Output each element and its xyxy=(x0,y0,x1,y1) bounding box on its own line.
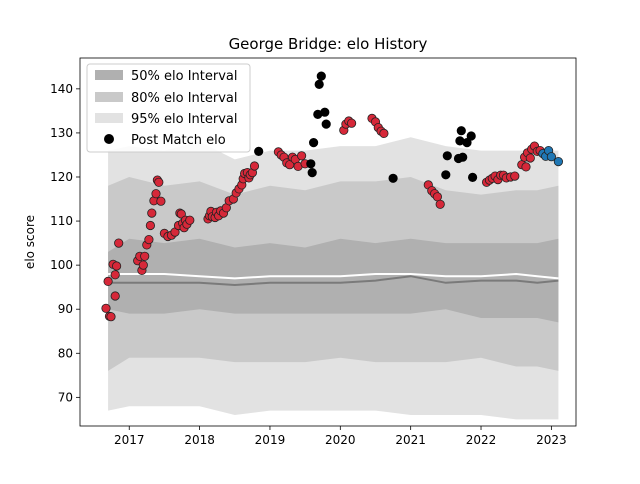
data-point xyxy=(147,208,157,218)
data-point xyxy=(525,153,535,163)
data-point xyxy=(458,152,468,162)
data-point xyxy=(388,173,398,183)
median-line xyxy=(108,275,559,287)
data-point xyxy=(254,146,264,156)
data-point xyxy=(320,107,330,117)
data-point xyxy=(101,303,111,313)
y-tick-label: 80 xyxy=(58,346,73,360)
legend-swatch-95 xyxy=(95,113,123,123)
data-point xyxy=(314,79,324,90)
data-point xyxy=(321,119,331,129)
data-point xyxy=(466,131,476,141)
y-tick-label: 70 xyxy=(58,390,73,404)
y-tick-label: 130 xyxy=(50,126,73,140)
x-tick-label: 2023 xyxy=(536,433,567,447)
data-point xyxy=(110,270,120,280)
plot-area xyxy=(101,71,564,420)
data-point xyxy=(144,235,154,245)
y-tick-label: 110 xyxy=(50,214,73,228)
data-point xyxy=(308,138,319,148)
x-tick-label: 2017 xyxy=(114,433,145,447)
y-tick-label: 100 xyxy=(50,258,73,272)
data-point xyxy=(103,276,113,286)
data-point xyxy=(462,138,472,148)
legend-swatch-50 xyxy=(95,70,123,80)
x-tick-label: 2018 xyxy=(184,433,215,447)
data-point xyxy=(114,238,124,248)
data-point xyxy=(442,151,452,161)
data-point xyxy=(176,209,186,219)
data-point xyxy=(521,162,531,172)
y-tick-label: 120 xyxy=(50,170,73,184)
data-point xyxy=(316,71,326,81)
x-tick-label: 2021 xyxy=(395,433,426,447)
legend-label-80: 80% elo Interval xyxy=(131,91,238,106)
data-point xyxy=(346,118,357,128)
data-point xyxy=(151,189,161,199)
axes-frame xyxy=(79,57,577,427)
data-point xyxy=(553,157,564,167)
band-50-interval xyxy=(108,238,559,323)
x-tick-label: 2022 xyxy=(466,433,497,447)
x-tick-label: 2020 xyxy=(325,433,356,447)
legend-marker-post-match xyxy=(104,134,114,144)
chart-title: George Bridge: elo History xyxy=(229,35,428,53)
data-point xyxy=(249,161,260,171)
data-point xyxy=(140,251,150,261)
data-point xyxy=(456,126,466,136)
data-point xyxy=(106,312,116,322)
data-point xyxy=(379,128,389,138)
y-tick-label: 140 xyxy=(50,82,73,96)
data-point xyxy=(435,199,445,209)
legend-swatch-80 xyxy=(95,92,123,102)
data-point xyxy=(156,196,166,206)
y-axis-label: elo score xyxy=(23,215,37,269)
data-point xyxy=(112,261,122,271)
legend-label-post-match: Post Match elo xyxy=(131,133,226,148)
data-point xyxy=(546,152,557,162)
data-point xyxy=(138,260,148,270)
data-point xyxy=(441,170,451,180)
x-tick-label: 2019 xyxy=(255,433,286,447)
axis-ticks: 2017 2018 2019 2020 2021 2022 2023 70 80 90 100 110… xyxy=(50,82,567,447)
legend-label-95: 95% elo Interval xyxy=(131,112,238,127)
data-point xyxy=(110,291,120,301)
legend-label-50: 50% elo Interval xyxy=(131,69,238,84)
data-point xyxy=(145,220,155,231)
data-point xyxy=(306,159,316,169)
legend: 50% elo Interval 80% elo Interval 95% el… xyxy=(86,63,251,153)
data-point xyxy=(467,172,478,182)
y-tick-label: 90 xyxy=(58,302,73,316)
legend-box xyxy=(86,63,251,153)
data-point xyxy=(307,168,317,178)
data-point xyxy=(296,151,307,161)
data-point xyxy=(510,171,520,181)
data-point xyxy=(154,177,164,187)
mean-line xyxy=(108,272,559,280)
data-point xyxy=(185,215,195,225)
